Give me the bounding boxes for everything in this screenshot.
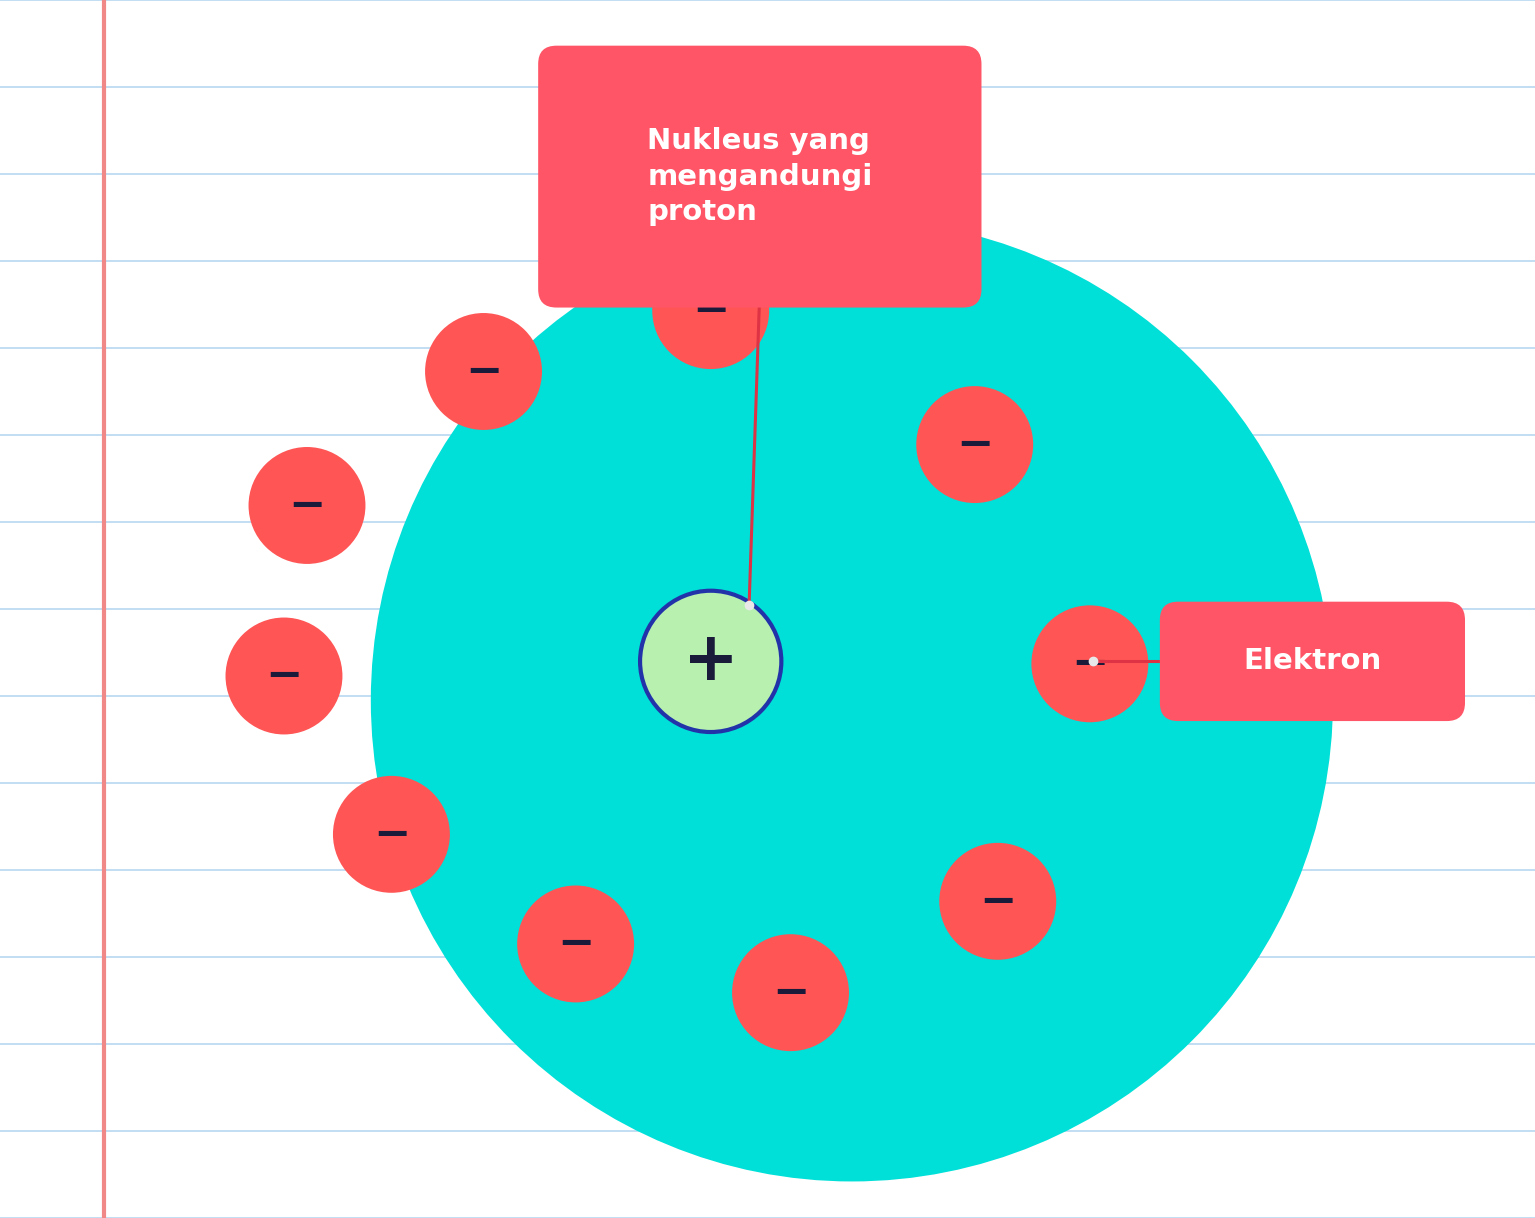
Circle shape — [333, 776, 450, 893]
Text: −: − — [692, 289, 729, 333]
Text: Nukleus yang
mengandungi
proton: Nukleus yang mengandungi proton — [648, 127, 872, 227]
Text: −: − — [266, 654, 302, 698]
Circle shape — [939, 843, 1056, 960]
FancyBboxPatch shape — [1160, 602, 1464, 721]
Circle shape — [916, 386, 1033, 503]
Text: −: − — [956, 423, 993, 466]
Circle shape — [652, 252, 769, 369]
Text: −: − — [289, 484, 325, 527]
Circle shape — [226, 618, 342, 734]
Circle shape — [1032, 605, 1148, 722]
Circle shape — [249, 447, 365, 564]
Circle shape — [425, 313, 542, 430]
Circle shape — [517, 885, 634, 1002]
Circle shape — [732, 934, 849, 1051]
FancyBboxPatch shape — [539, 46, 981, 307]
Text: −: − — [1071, 642, 1108, 686]
Text: +: + — [683, 628, 738, 694]
Text: −: − — [979, 879, 1016, 923]
Circle shape — [371, 219, 1332, 1181]
Text: Elektron: Elektron — [1243, 648, 1382, 675]
Text: −: − — [465, 350, 502, 393]
Circle shape — [640, 591, 781, 732]
Text: −: − — [373, 812, 410, 856]
Text: −: − — [557, 922, 594, 966]
Text: −: − — [772, 971, 809, 1015]
